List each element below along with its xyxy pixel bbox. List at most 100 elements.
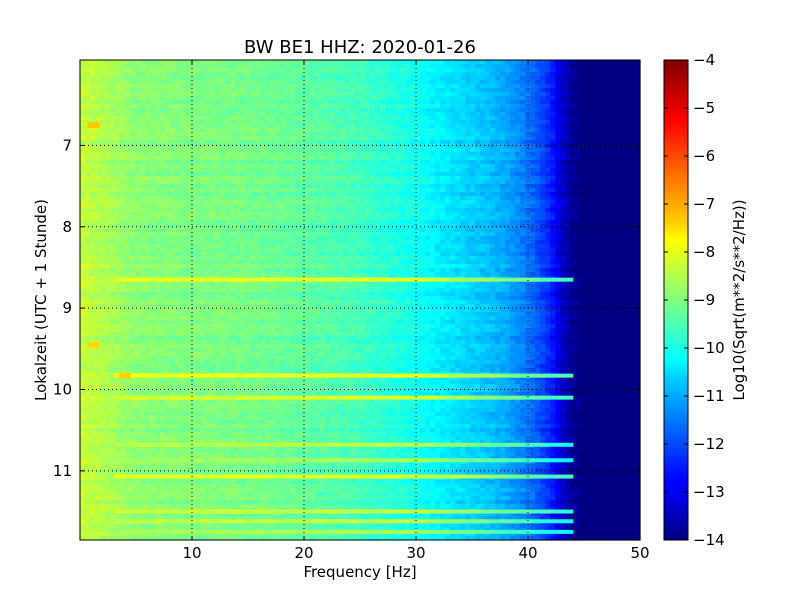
heatmap-cell (395, 152, 401, 157)
heatmap-cell (545, 128, 551, 133)
heatmap-cell (365, 88, 371, 93)
heatmap-cell (470, 80, 476, 85)
heatmap-cell (405, 112, 411, 117)
heatmap-cell (370, 148, 376, 153)
heatmap-cell (625, 72, 631, 77)
heatmap-cell (90, 216, 96, 221)
heatmap-cell (220, 160, 226, 165)
heatmap-cell (415, 72, 421, 77)
heatmap-cell (155, 160, 161, 165)
heatmap-cell (200, 136, 206, 141)
heatmap-cell (610, 212, 616, 217)
heatmap-cell (400, 236, 406, 241)
heatmap-cell (350, 132, 356, 137)
heatmap-cell (245, 104, 251, 109)
heatmap-cell (105, 200, 111, 205)
heatmap-cell (105, 68, 111, 73)
heatmap-cell (395, 140, 401, 145)
heatmap-cell (470, 164, 476, 169)
heatmap-cell (215, 220, 221, 225)
heatmap-cell (325, 196, 331, 201)
heatmap-cell (550, 212, 556, 217)
heatmap-cell (130, 92, 136, 97)
heatmap-cell (175, 224, 181, 229)
heatmap-cell (120, 232, 126, 237)
heatmap-cell (140, 100, 146, 105)
heatmap-cell (340, 232, 346, 237)
heatmap-cell (475, 204, 481, 209)
heatmap-cell (625, 204, 631, 209)
heatmap-cell (320, 100, 326, 105)
heatmap-cell (380, 124, 386, 129)
heatmap-cell (315, 168, 321, 173)
heatmap-cell (110, 152, 116, 157)
heatmap-cell (115, 72, 121, 77)
heatmap-cell (475, 200, 481, 205)
heatmap-cell (460, 176, 466, 181)
heatmap-cell (140, 84, 146, 89)
heatmap-cell (290, 180, 296, 185)
heatmap-cell (390, 80, 396, 85)
heatmap-cell (185, 84, 191, 89)
heatmap-cell (160, 164, 166, 169)
heatmap-cell (195, 76, 201, 81)
heatmap-cell (375, 140, 381, 145)
heatmap-cell (400, 188, 406, 193)
heatmap-cell (185, 188, 191, 193)
heatmap-cell (125, 184, 131, 189)
heatmap-cell (310, 232, 316, 237)
heatmap-cell (195, 160, 201, 165)
heatmap-cell (240, 192, 246, 197)
heatmap-cell (110, 192, 116, 197)
heatmap-cell (365, 204, 371, 209)
heatmap-cell (140, 180, 146, 185)
heatmap-cell (325, 184, 331, 189)
heatmap-cell (240, 68, 246, 73)
heatmap-cell (165, 132, 171, 137)
heatmap-cell (590, 160, 596, 165)
heatmap-cell (195, 224, 201, 229)
heatmap-cell (335, 204, 341, 209)
heatmap-cell (485, 224, 491, 229)
heatmap-cell (335, 216, 341, 221)
heatmap-cell (480, 200, 486, 205)
heatmap-cell (105, 64, 111, 69)
heatmap-cell (535, 164, 541, 169)
heatmap-cell (295, 196, 301, 201)
heatmap-cell (105, 92, 111, 97)
heatmap-cell (185, 80, 191, 85)
heatmap-cell (90, 132, 96, 137)
heatmap-cell (345, 148, 351, 153)
heatmap-cell (440, 216, 446, 221)
heatmap-cell (385, 148, 391, 153)
heatmap-cell (280, 80, 286, 85)
heatmap-cell (470, 96, 476, 101)
heatmap-cell (115, 168, 121, 173)
heatmap-cell (205, 124, 211, 129)
heatmap-cell (370, 152, 376, 157)
heatmap-cell (220, 196, 226, 201)
heatmap-cell (335, 100, 341, 105)
heatmap-cell (295, 176, 301, 181)
heatmap-cell (145, 200, 151, 205)
heatmap-cell (115, 184, 121, 189)
heatmap-cell (130, 132, 136, 137)
heatmap-cell (570, 212, 576, 217)
heatmap-cell (110, 208, 116, 213)
heatmap-cell (90, 204, 96, 209)
heatmap-cell (200, 228, 206, 233)
heatmap-cell (255, 152, 261, 157)
heatmap-cell (185, 208, 191, 213)
heatmap-cell (310, 104, 316, 109)
heatmap-cell (300, 152, 306, 157)
heatmap-cell (85, 84, 91, 89)
heatmap-cell (590, 80, 596, 85)
heatmap-cell (280, 64, 286, 69)
heatmap-cell (325, 188, 331, 193)
heatmap-cell (625, 216, 631, 221)
heatmap-cell (475, 184, 481, 189)
heatmap-cell (630, 112, 636, 117)
heatmap-cell (325, 108, 331, 113)
heatmap-cell (90, 208, 96, 213)
heatmap-cell (125, 148, 131, 153)
